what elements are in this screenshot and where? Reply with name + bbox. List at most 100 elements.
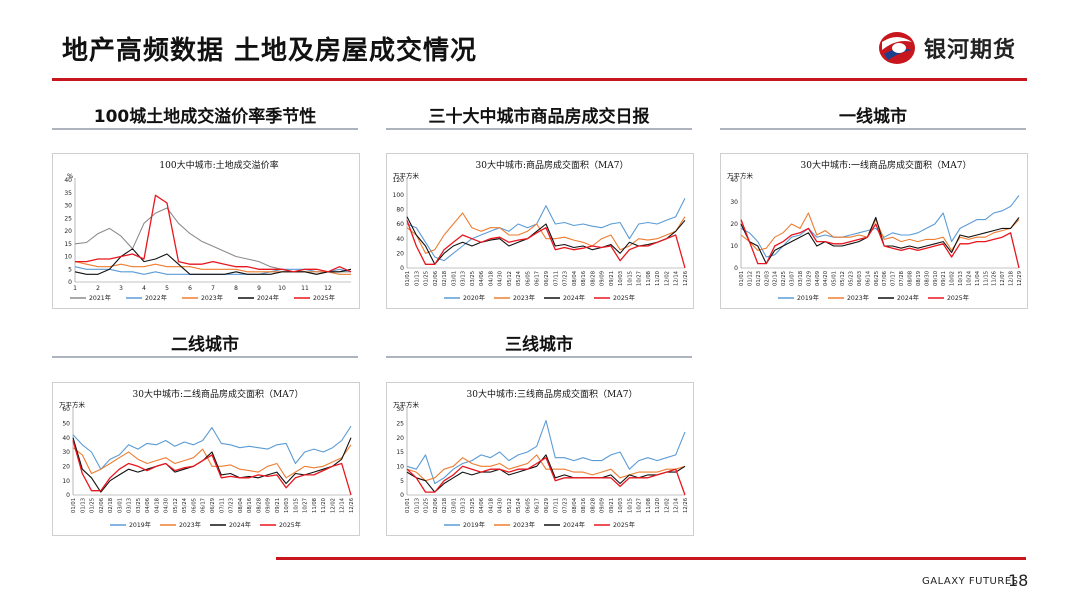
chart-1-y-tick-label: 100 bbox=[393, 192, 405, 199]
chart-1-x-tick-label: 01/25 bbox=[424, 271, 430, 286]
chart-2-series-line bbox=[740, 195, 1020, 258]
chart-4-x-tick-label: 02/06 bbox=[433, 498, 439, 513]
section-underline bbox=[52, 356, 358, 358]
chart-4-x-tick-label: 05/24 bbox=[516, 497, 522, 513]
chart-0-legend-label: 2021年 bbox=[89, 294, 111, 302]
chart-4-x-tick-label: 06/29 bbox=[544, 498, 550, 513]
chart-4-x-tick-label: 04/30 bbox=[498, 498, 504, 513]
chart-2-x-tick-label: 06/25 bbox=[874, 271, 880, 286]
chart-2-x-tick-label: 08/08 bbox=[907, 271, 913, 286]
chart-2-legend-label: 2025年 bbox=[947, 294, 969, 302]
chart-panel-tier3: 30大中城市:三线商品房成交面积（MA7） 万平方米 0 5 10 15 20 25 30 01/… bbox=[386, 382, 694, 536]
section-title-tier3: 三线城市 bbox=[386, 330, 692, 358]
chart-4-x-tick-label: 10/27 bbox=[637, 498, 643, 513]
chart-2-x-tick-label: 09/10 bbox=[933, 271, 939, 286]
section-underline bbox=[52, 128, 358, 130]
chart-0-y-tick-label: 35 bbox=[64, 190, 72, 197]
chart-1-y-tick-label: 40 bbox=[396, 236, 404, 243]
chart-4-x-tick-label: 02/18 bbox=[442, 498, 448, 513]
chart-tier3: 30大中城市:三线商品房成交面积（MA7） 万平方米 0 5 10 15 20 25 30 01/… bbox=[393, 388, 689, 529]
chart-3-series-line bbox=[72, 437, 352, 493]
chart-3-x-tick-label: 12/14 bbox=[340, 497, 346, 513]
chart-4-x-tick-label: 08/28 bbox=[590, 498, 596, 513]
chart-3-x-tick-label: 06/29 bbox=[210, 498, 216, 513]
chart-4-title: 30大中城市:三线商品房成交面积（MA7） bbox=[467, 388, 638, 400]
chart-panel-tier2: 30大中城市:二线商品房成交面积（MA7） 万平方米 0 10 20 30 40 50 60 01… bbox=[52, 382, 360, 536]
chart-0-legend-label: 2022年 bbox=[145, 294, 167, 302]
chart-4-series-line bbox=[406, 457, 686, 496]
chart-4-x-tick-label: 11/08 bbox=[646, 498, 652, 513]
chart-0-y-tick-label: 20 bbox=[64, 228, 72, 235]
section-title-text: 三线城市 bbox=[505, 335, 573, 355]
chart-2-x-tick-label: 02/25 bbox=[781, 271, 787, 286]
chart-3-x-tick-label: 01/01 bbox=[71, 498, 77, 513]
chart-1-x-tick-label: 08/04 bbox=[572, 270, 578, 286]
chart-2-x-tick-label: 04/20 bbox=[823, 271, 829, 286]
chart-1-y-tick-label: 80 bbox=[396, 207, 404, 214]
chart-2-x-tick-label: 01/23 bbox=[756, 271, 762, 286]
chart-panel-30-cities: 30大中城市:商品房成交面积（MA7） 万平方米 0 20 40 60 80 100 120 01… bbox=[386, 153, 694, 309]
chart-3-x-tick-label: 02/06 bbox=[99, 498, 105, 513]
chart-4-x-tick-label: 12/26 bbox=[683, 498, 689, 513]
chart-2-x-tick-label: 05/23 bbox=[849, 271, 855, 286]
chart-1-x-tick-label: 12/26 bbox=[683, 271, 689, 286]
chart-1-x-tick-label: 01/01 bbox=[405, 271, 411, 286]
chart-3-x-tick-label: 04/30 bbox=[164, 498, 170, 513]
chart-1-legend-label: 2023年 bbox=[513, 294, 535, 302]
chart-2-x-tick-label: 11/26 bbox=[992, 271, 998, 286]
chart-4-x-tick-label: 10/15 bbox=[627, 498, 633, 513]
section-title-land-premium: 100城土地成交溢价率季节性 bbox=[52, 102, 358, 130]
chart-1-x-tick-label: 08/28 bbox=[590, 271, 596, 286]
chart-2-x-tick-label: 06/03 bbox=[857, 271, 863, 286]
chart-4-x-tick-label: 08/16 bbox=[581, 498, 587, 513]
section-underline bbox=[720, 128, 1026, 130]
chart-2-x-tick-label: 07/06 bbox=[882, 271, 888, 286]
chart-2-x-tick-label: 01/01 bbox=[739, 271, 745, 286]
chart-1-x-tick-label: 10/15 bbox=[627, 271, 633, 286]
chart-4-x-tick-label: 07/23 bbox=[563, 498, 569, 513]
chart-1-x-tick-label: 01/13 bbox=[414, 271, 420, 286]
chart-1-x-tick-label: 04/30 bbox=[498, 271, 504, 286]
chart-0-x-tick-label: 2 bbox=[96, 285, 100, 292]
chart-4-y-tick-label: 0 bbox=[400, 492, 404, 499]
chart-3-series-line bbox=[72, 444, 352, 479]
chart-3-x-tick-label: 08/04 bbox=[238, 497, 244, 513]
section-underline bbox=[386, 356, 692, 358]
chart-3-x-tick-label: 05/24 bbox=[182, 497, 188, 513]
chart-1-series-line bbox=[406, 212, 686, 254]
chart-2-y-tick-label: 20 bbox=[730, 221, 738, 228]
section-title-tier1: 一线城市 bbox=[720, 102, 1026, 130]
chart-3-x-tick-label: 10/15 bbox=[293, 498, 299, 513]
chart-3-x-tick-label: 03/13 bbox=[127, 498, 133, 513]
chart-4-x-tick-label: 09/09 bbox=[600, 498, 606, 513]
chart-3-x-tick-label: 11/20 bbox=[321, 498, 327, 513]
chart-0-x-tick-label: 8 bbox=[234, 285, 238, 292]
chart-2-y-tick-label: 30 bbox=[730, 199, 738, 206]
chart-3-x-tick-label: 08/16 bbox=[247, 498, 253, 513]
chart-1-x-tick-label: 09/21 bbox=[609, 271, 615, 286]
chart-30-cities: 30大中城市:商品房成交面积（MA7） 万平方米 0 20 40 60 80 100 120 01… bbox=[393, 159, 689, 302]
chart-1-x-tick-label: 04/18 bbox=[488, 271, 494, 286]
chart-0-title: 100大中城市:土地成交溢价率 bbox=[159, 159, 278, 171]
chart-3-title: 30大中城市:二线商品房成交面积（MA7） bbox=[133, 388, 304, 400]
chart-1-x-tick-label: 06/29 bbox=[544, 271, 550, 286]
chart-1-x-tick-label: 06/05 bbox=[525, 271, 531, 286]
chart-1-x-tick-label: 10/03 bbox=[618, 271, 624, 286]
chart-2-x-tick-label: 12/29 bbox=[1017, 271, 1023, 286]
chart-2-x-tick-label: 07/28 bbox=[899, 271, 905, 286]
chart-3-legend-label: 2024年 bbox=[229, 521, 251, 529]
chart-3-x-tick-label: 12/02 bbox=[330, 498, 336, 513]
chart-3-x-tick-label: 09/09 bbox=[266, 498, 272, 513]
chart-2-x-tick-label: 08/30 bbox=[924, 271, 930, 286]
chart-4-y-tick-label: 10 bbox=[396, 464, 404, 471]
chart-1-x-tick-label: 07/23 bbox=[563, 271, 569, 286]
chart-3-y-tick-label: 20 bbox=[62, 464, 70, 471]
chart-3-x-tick-label: 07/23 bbox=[229, 498, 235, 513]
chart-1-y-tick-label: 120 bbox=[393, 177, 405, 184]
chart-1-y-unit-label: 万平方米 bbox=[393, 171, 420, 180]
section-title-text: 二线城市 bbox=[171, 335, 239, 355]
chart-4-x-tick-label: 04/18 bbox=[488, 498, 494, 513]
chart-2-x-tick-label: 02/14 bbox=[773, 270, 779, 286]
chart-3-x-tick-label: 11/08 bbox=[312, 498, 318, 513]
page-number: 18 bbox=[1008, 571, 1029, 590]
